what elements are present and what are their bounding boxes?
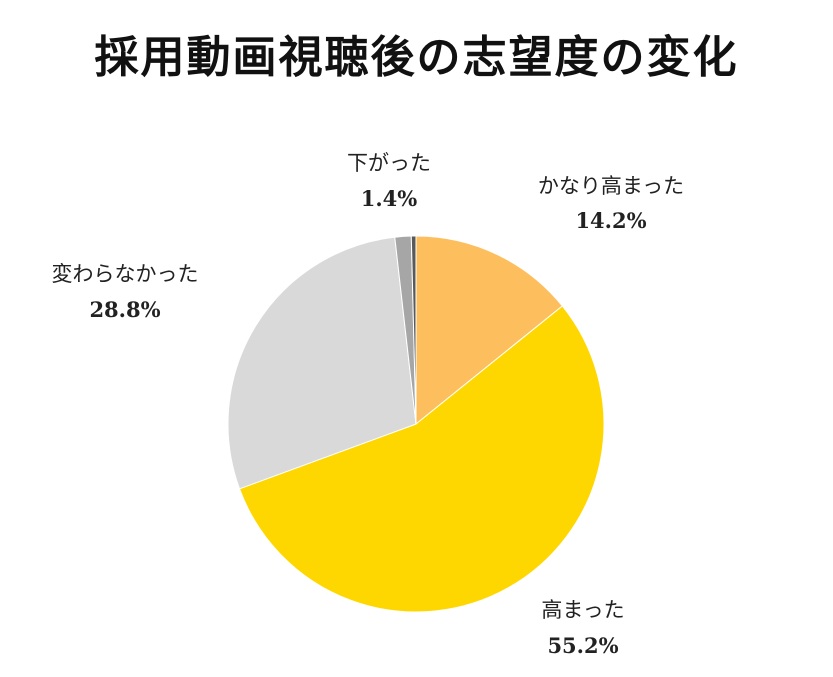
slice-value-label: 55.2% — [547, 633, 618, 658]
pie-slice — [227, 236, 417, 490]
slice-label: かなり高まった — [538, 174, 684, 198]
slice-label: 高まった — [541, 598, 624, 622]
pie-labels: かなり高まった 14.2% 高まった 55.2% 変わらなかった 28.8% 下がった 1.4… — [52, 151, 685, 658]
slice-value-label: 14.2% — [575, 208, 646, 233]
pie-slice — [410, 235, 417, 425]
slice-value-label: 28.8% — [89, 297, 160, 322]
pie-slice — [238, 305, 605, 613]
slice-label: 下がった — [347, 151, 431, 175]
slice-label: 変わらなかった — [52, 262, 199, 286]
chart-title: 採用動画視聴後の志望度の変化 — [94, 32, 739, 83]
pie-slice — [415, 235, 564, 426]
slice-value-label: 1.4% — [361, 186, 418, 211]
pie-slices — [227, 235, 605, 613]
